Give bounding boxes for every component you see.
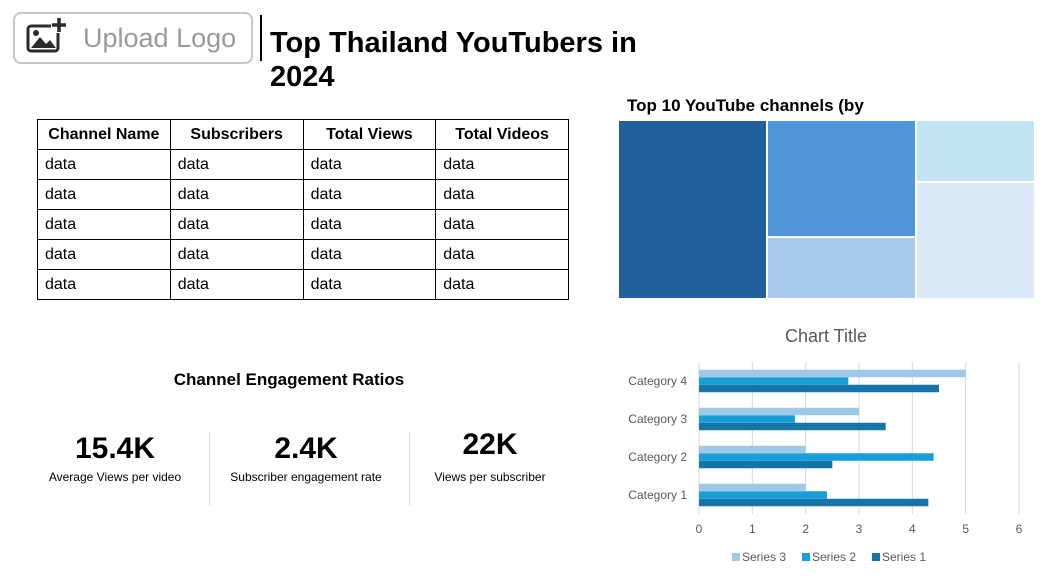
metric-value: 2.4K — [274, 432, 338, 465]
x-tick-label: 4 — [909, 522, 916, 536]
table-cell: data — [435, 239, 569, 270]
metric-divider — [409, 432, 410, 506]
bar — [699, 377, 849, 385]
bar — [699, 384, 939, 393]
treemap-title: Top 10 YouTube channels (by views) — [627, 95, 927, 117]
upload-logo-button[interactable]: Upload Logo — [13, 12, 253, 64]
y-category-label: Category 4 — [628, 374, 687, 388]
metric-caption: Views per subscriber — [434, 470, 546, 484]
table-cell: data — [435, 149, 569, 180]
table-cell: data — [169, 149, 304, 180]
add-image-icon — [25, 16, 69, 60]
treemap-tile[interactable] — [767, 120, 916, 237]
column-header: Subscribers — [169, 119, 304, 150]
table-cell: data — [37, 239, 171, 270]
title-divider — [260, 15, 262, 61]
engagement-title: Channel Engagement Ratios — [173, 370, 405, 389]
column-header: Total Views — [302, 119, 437, 150]
y-category-label: Category 3 — [628, 412, 687, 426]
table-cell: data — [169, 179, 304, 210]
bar — [699, 453, 934, 461]
table-row: data data data data — [37, 179, 569, 210]
metric-value: 15.4K — [74, 432, 156, 465]
table-cell: data — [302, 149, 437, 180]
bar-chart: Chart Title 0 1 2 3 4 5 6 Category 1 Category 2 Ca… — [628, 326, 1023, 564]
table-cell: data — [302, 209, 437, 240]
x-tick-label: 3 — [856, 522, 863, 536]
column-header: Total Videos — [435, 119, 569, 150]
treemap-tile[interactable] — [618, 120, 767, 299]
x-tick-label: 0 — [696, 522, 703, 536]
table-cell: data — [302, 179, 437, 210]
table-cell: data — [37, 209, 171, 240]
y-category-label: Category 1 — [628, 488, 687, 502]
bar — [699, 491, 827, 499]
table-header-row: Channel Name Subscribers Total Views Tot… — [37, 119, 569, 150]
table-cell: data — [302, 269, 437, 300]
table-cell: data — [169, 239, 304, 270]
upload-logo-label: Upload Logo — [83, 22, 237, 53]
treemap-tile[interactable] — [916, 120, 1035, 182]
metric-value: 22K — [462, 428, 518, 461]
legend-label: Series 2 — [812, 550, 856, 564]
treemap-title-line: views) — [627, 116, 927, 117]
metric-engagement-rate: 2.4K Subscriber engagement rate — [206, 430, 406, 484]
chart-title: Chart Title — [785, 326, 867, 346]
treemap-tile[interactable] — [916, 182, 1035, 299]
legend-label: Series 3 — [742, 550, 786, 564]
metric-divider — [209, 432, 210, 506]
x-tick-label: 6 — [1016, 522, 1023, 536]
legend-swatch — [802, 553, 810, 561]
table-row: data data data data — [37, 269, 569, 300]
bar — [699, 369, 966, 378]
treemap-tile[interactable] — [767, 237, 916, 299]
y-category-label: Category 2 — [628, 450, 687, 464]
metric-avg-views: 15.4K Average Views per video — [15, 430, 215, 484]
x-tick-label: 1 — [749, 522, 756, 536]
bar — [699, 460, 833, 469]
table-cell: data — [435, 209, 569, 240]
bar — [699, 445, 806, 454]
channels-table: Channel Name Subscribers Total Views Tot… — [37, 119, 569, 300]
page-title: Top Thailand YouTubers in 2024 — [270, 27, 637, 93]
legend-swatch — [732, 553, 740, 561]
metric-views-per-subscriber: 22K Views per subscriber — [390, 426, 590, 484]
treemap-chart — [618, 120, 1035, 299]
bar — [699, 483, 806, 492]
legend-swatch — [872, 553, 880, 561]
bar — [699, 415, 795, 423]
table-cell: data — [169, 269, 304, 300]
table-row: data data data data — [37, 209, 569, 240]
x-tick-label: 5 — [962, 522, 969, 536]
metric-caption: Subscriber engagement rate — [230, 470, 382, 484]
table-row: data data data data — [37, 149, 569, 180]
table-cell: data — [37, 179, 171, 210]
bar — [699, 407, 859, 416]
table-cell: data — [169, 209, 304, 240]
x-tick-label: 2 — [802, 522, 809, 536]
treemap-title-line: Top 10 YouTube channels (by — [627, 96, 864, 115]
table-cell: data — [302, 239, 437, 270]
table-cell: data — [435, 269, 569, 300]
metric-caption: Average Views per video — [48, 470, 182, 484]
table-cell: data — [37, 269, 171, 300]
bar — [699, 422, 886, 431]
bar — [699, 498, 929, 507]
table-cell: data — [435, 179, 569, 210]
table-cell: data — [37, 149, 171, 180]
table-row: data data data data — [37, 239, 569, 270]
column-header: Channel Name — [37, 119, 171, 150]
legend-label: Series 1 — [882, 550, 926, 564]
